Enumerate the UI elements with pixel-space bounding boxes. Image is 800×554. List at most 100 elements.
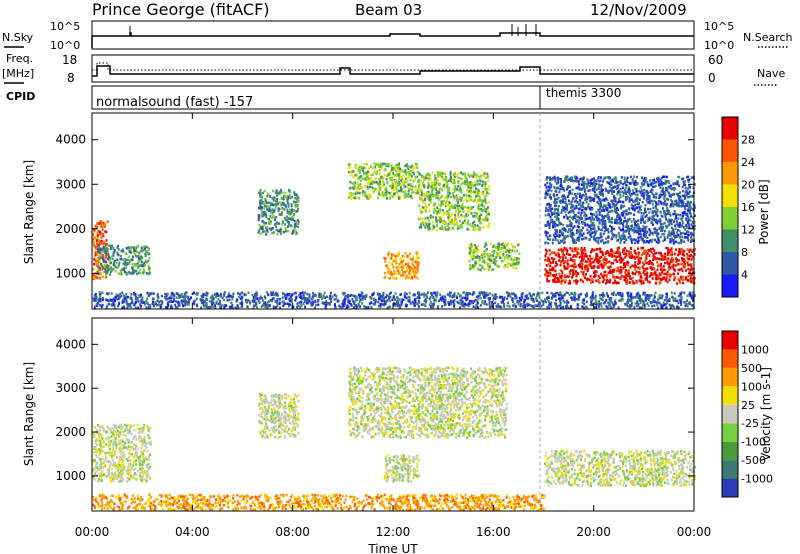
data-cell (259, 193, 262, 197)
data-cell (580, 195, 583, 198)
data-cell (604, 255, 607, 259)
data-cell (270, 216, 273, 219)
data-cell (504, 246, 507, 250)
data-cell (610, 199, 613, 202)
data-cell (581, 237, 583, 241)
data-cell (134, 249, 137, 253)
data-cell (435, 196, 437, 199)
data-cell (685, 190, 688, 193)
data-cell (404, 189, 407, 193)
data-cell (266, 230, 269, 233)
data-cell (612, 227, 615, 231)
data-cell (404, 196, 407, 199)
data-cell (468, 207, 471, 211)
data-cell (616, 184, 619, 188)
data-cell (610, 249, 613, 253)
data-cell (430, 214, 433, 218)
data-cell (274, 206, 277, 210)
data-cell (678, 223, 681, 227)
data-cell (634, 179, 637, 183)
data-cell (397, 254, 399, 257)
data-cell (268, 227, 271, 230)
data-cell (288, 223, 290, 226)
data-cell (571, 269, 574, 272)
data-cell (460, 206, 463, 210)
data-cell (356, 181, 359, 185)
data-cell (644, 179, 647, 182)
data-cell (598, 211, 601, 214)
data-cell (97, 268, 100, 271)
data-cell (637, 241, 640, 244)
data-cell (632, 207, 634, 211)
data-cell (291, 217, 294, 221)
data-cell (552, 239, 555, 242)
data-cell (594, 194, 596, 197)
data-cell (624, 269, 627, 272)
data-cell (664, 252, 667, 256)
data-cell (582, 274, 585, 278)
data-cell (448, 201, 451, 205)
data-cell (422, 184, 425, 187)
data-cell (635, 183, 638, 186)
data-cell (459, 187, 462, 191)
data-cell (395, 184, 398, 187)
data-cell (600, 255, 603, 259)
data-cell (645, 254, 648, 257)
data-cell (349, 180, 352, 184)
data-cell (433, 183, 436, 187)
data-cell (587, 259, 590, 263)
data-cell (640, 276, 643, 280)
data-cell (553, 212, 556, 215)
data-cell (420, 303, 423, 306)
data-cell (462, 215, 465, 218)
data-cell (691, 207, 694, 211)
data-cell (187, 297, 190, 301)
data-cell (103, 222, 106, 225)
data-cell (416, 163, 418, 166)
data-cell (367, 187, 370, 190)
data-cell (367, 167, 370, 170)
data-cell (116, 246, 119, 249)
data-cell (594, 270, 597, 273)
data-cell (625, 196, 628, 199)
data-cell (453, 178, 455, 182)
data-cell (602, 280, 604, 283)
data-cell (595, 182, 598, 186)
data-cell (397, 197, 400, 200)
data-cell (548, 224, 551, 227)
data-cell (651, 277, 654, 280)
data-cell (469, 183, 471, 187)
data-cell (682, 264, 685, 267)
data-cell (275, 199, 277, 203)
data-cell (681, 185, 684, 189)
data-cell (583, 255, 586, 258)
data-cell (573, 254, 576, 257)
data-cell (448, 214, 451, 217)
data-cell (653, 195, 656, 199)
data-cell (649, 275, 651, 278)
data-cell (670, 232, 673, 235)
data-cell (420, 225, 422, 228)
data-cell (665, 218, 668, 221)
data-cell (471, 222, 474, 225)
data-cell (641, 183, 644, 187)
data-cell (408, 291, 411, 295)
data-cell (457, 209, 460, 213)
data-cell (562, 258, 565, 261)
cpid-mode-1: normalsound (fast) -157 (96, 95, 253, 110)
data-cell (278, 298, 281, 301)
data-cell (486, 172, 489, 176)
data-cell (400, 180, 403, 184)
data-cell (102, 224, 105, 228)
data-cell (688, 190, 691, 193)
data-cell (657, 274, 660, 278)
data-cell (663, 210, 665, 213)
data-cell (491, 259, 494, 262)
data-cell (560, 211, 563, 214)
data-cell (393, 166, 395, 170)
data-cell (580, 187, 583, 191)
data-cell (589, 263, 592, 266)
data-cell (673, 231, 676, 235)
data-cell (406, 254, 409, 258)
data-cell (458, 225, 461, 229)
